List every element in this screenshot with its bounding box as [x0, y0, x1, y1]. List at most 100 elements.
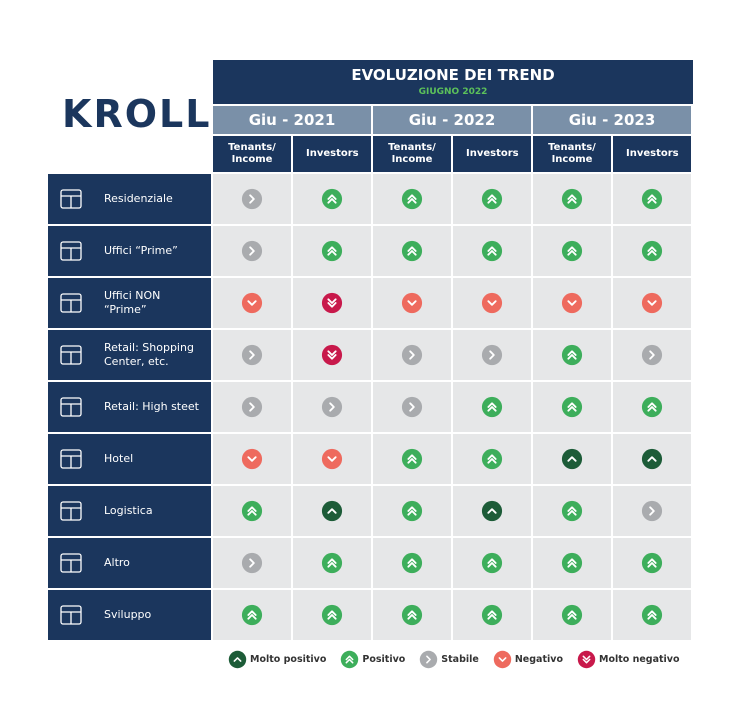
column-header-text: Investors	[306, 148, 359, 159]
cell	[373, 538, 451, 588]
cell	[533, 226, 611, 276]
trend-icon	[561, 604, 583, 626]
row-label: Uffici NON “Prime”	[48, 278, 211, 328]
cell	[293, 486, 371, 536]
trend-icon	[321, 604, 343, 626]
cell	[293, 278, 371, 328]
row-icon	[60, 345, 82, 365]
cell	[453, 434, 531, 484]
column-header-text: Investors	[466, 148, 519, 159]
trend-icon	[321, 292, 343, 314]
cell	[373, 590, 451, 640]
legend-item: Molto positivo	[228, 650, 326, 669]
column-header-text: Investors	[626, 148, 679, 159]
trend-icon	[401, 344, 423, 366]
trend-icon	[561, 552, 583, 574]
trend-icon	[401, 552, 423, 574]
year-header: Giu - 2021	[213, 106, 371, 134]
cell	[533, 278, 611, 328]
cell	[293, 538, 371, 588]
trend-icon	[561, 240, 583, 262]
trend-icon	[641, 552, 663, 574]
cell	[533, 538, 611, 588]
trend-icon	[321, 188, 343, 210]
cell	[213, 538, 291, 588]
column-header: Tenants/ Income	[533, 136, 611, 172]
legend-label: Negativo	[514, 654, 563, 665]
cell	[613, 330, 691, 380]
legend-label: Molto positivo	[250, 654, 327, 665]
cell	[293, 330, 371, 380]
row-label: Logistica	[48, 486, 211, 536]
cell	[533, 382, 611, 432]
cell	[453, 278, 531, 328]
column-header-text: Tenants/ Income	[388, 142, 436, 165]
cell	[373, 434, 451, 484]
trend-icon	[241, 344, 263, 366]
cell	[213, 330, 291, 380]
trend-icon	[401, 292, 423, 314]
trend-icon	[577, 650, 596, 669]
header-subtitle: GIUGNO 2022	[418, 87, 488, 97]
trend-icon	[641, 292, 663, 314]
cell	[613, 538, 691, 588]
row-icon	[60, 293, 82, 313]
trend-icon	[481, 500, 503, 522]
row-icon	[60, 605, 82, 625]
legend-item: Molto negativo	[577, 650, 680, 669]
trend-icon	[321, 448, 343, 470]
trend-icon	[401, 448, 423, 470]
cell	[293, 382, 371, 432]
column-header-text: Tenants/ Income	[228, 142, 276, 165]
cell	[533, 486, 611, 536]
row-label: Sviluppo	[48, 590, 211, 640]
cell	[533, 434, 611, 484]
trend-icon	[241, 448, 263, 470]
trend-icon	[561, 292, 583, 314]
cell	[373, 278, 451, 328]
trend-icon	[401, 604, 423, 626]
cell	[373, 330, 451, 380]
cell	[533, 330, 611, 380]
row-label: Retail: Shopping Center, etc.	[48, 330, 211, 380]
cell	[533, 590, 611, 640]
legend-item: Stabile	[419, 650, 479, 669]
trend-icon	[321, 240, 343, 262]
trend-icon	[481, 448, 503, 470]
trend-icon	[481, 552, 503, 574]
trend-icon	[241, 604, 263, 626]
legend-item: Positivo	[340, 650, 405, 669]
cell	[213, 278, 291, 328]
trend-icon	[228, 650, 247, 669]
trend-icon	[241, 552, 263, 574]
row-label: Uffici “Prime”	[48, 226, 211, 276]
row-label: Hotel	[48, 434, 211, 484]
trend-icon	[481, 396, 503, 418]
trend-icon	[561, 396, 583, 418]
trend-icon	[641, 604, 663, 626]
cell	[293, 590, 371, 640]
trend-icon	[641, 188, 663, 210]
trend-icon	[321, 552, 343, 574]
cell	[613, 382, 691, 432]
trend-icon	[241, 292, 263, 314]
trend-icon	[241, 188, 263, 210]
cell	[213, 174, 291, 224]
legend-label: Stabile	[441, 654, 479, 665]
trend-icon	[321, 396, 343, 418]
cell	[453, 226, 531, 276]
cell	[453, 174, 531, 224]
trend-icon	[641, 500, 663, 522]
row-label: Altro	[48, 538, 211, 588]
legend-item: Negativo	[493, 650, 563, 669]
legend-label: Molto negativo	[598, 654, 680, 665]
trend-icon	[341, 650, 359, 669]
cell	[213, 486, 291, 536]
cell	[613, 174, 691, 224]
trend-icon	[401, 188, 423, 210]
column-header: Investors	[293, 136, 371, 172]
row-icon	[60, 241, 82, 261]
row-icon	[60, 189, 82, 209]
trend-icon	[481, 344, 503, 366]
